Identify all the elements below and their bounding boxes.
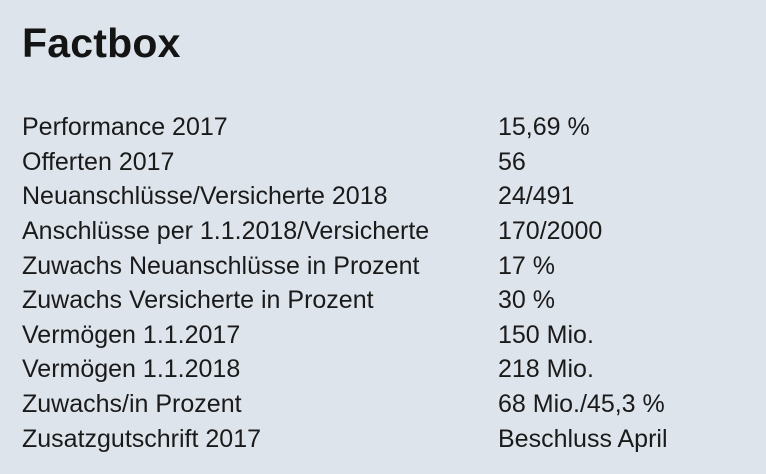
fact-value: Beschluss April [498, 424, 668, 453]
factbox-title: Factbox [22, 20, 181, 66]
fact-row: Zusatzgutschrift 2017 Beschluss April [22, 421, 752, 456]
fact-table: Performance 2017 15,69 % Offerten 2017 5… [22, 110, 752, 456]
fact-row: Zuwachs/in Prozent 68 Mio./45,3 % [22, 387, 752, 422]
fact-label: Vermögen 1.1.2017 [22, 320, 241, 349]
fact-label: Vermögen 1.1.2018 [22, 355, 241, 384]
fact-value: 15,69 % [498, 113, 590, 142]
fact-row: Zuwachs Versicherte in Prozent 30 % [22, 283, 752, 318]
fact-label: Offerten 2017 [22, 147, 175, 176]
fact-label: Anschlüsse per 1.1.2018/Versicherte [22, 217, 430, 246]
fact-label: Zusatzgutschrift 2017 [22, 424, 262, 453]
fact-label: Zuwachs Versicherte in Prozent [22, 286, 374, 315]
fact-value: 170/2000 [498, 217, 603, 246]
fact-row: Vermögen 1.1.2018 218 Mio. [22, 352, 752, 387]
fact-row: Performance 2017 15,69 % [22, 110, 752, 145]
fact-value: 17 % [498, 251, 555, 280]
fact-label: Zuwachs Neuanschlüsse in Prozent [22, 251, 420, 280]
fact-value: 30 % [498, 286, 555, 315]
fact-value: 24/491 [498, 182, 575, 211]
fact-row: Offerten 2017 56 [22, 145, 752, 180]
fact-label: Neuanschlüsse/Versicherte 2018 [22, 182, 388, 211]
fact-row: Neuanschlüsse/Versicherte 2018 24/491 [22, 179, 752, 214]
fact-value: 56 [498, 147, 526, 176]
fact-value: 150 Mio. [498, 320, 594, 349]
fact-row: Anschlüsse per 1.1.2018/Versicherte 170/… [22, 214, 752, 249]
fact-row: Vermögen 1.1.2017 150 Mio. [22, 318, 752, 353]
fact-label: Performance 2017 [22, 113, 228, 142]
fact-row: Zuwachs Neuanschlüsse in Prozent 17 % [22, 248, 752, 283]
fact-value: 68 Mio./45,3 % [498, 390, 665, 419]
fact-value: 218 Mio. [498, 355, 594, 384]
fact-label: Zuwachs/in Prozent [22, 390, 242, 419]
